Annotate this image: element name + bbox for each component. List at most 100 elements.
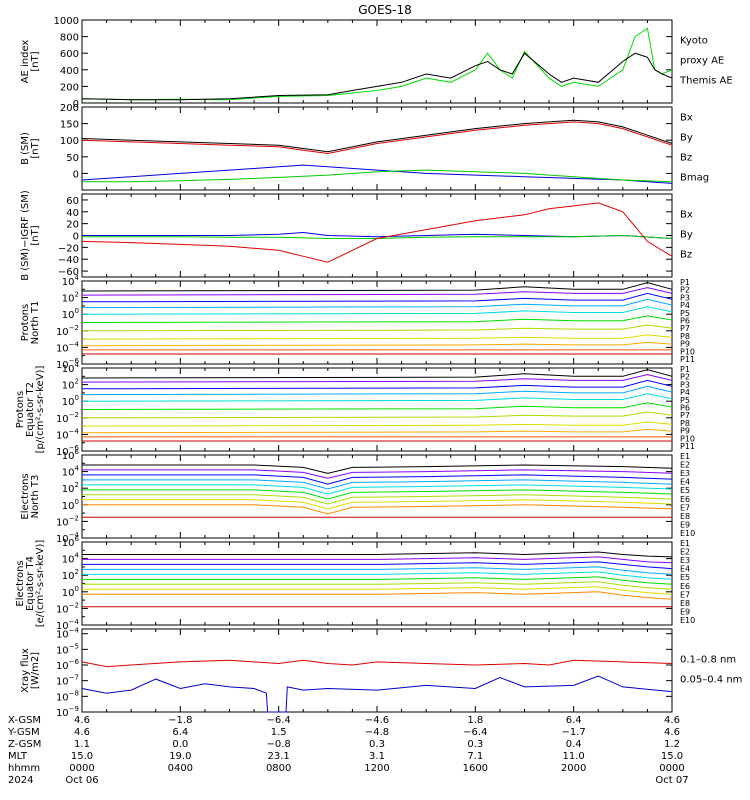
footer-value: 1200 <box>364 763 389 774</box>
y-tick-label: 10−4 <box>56 627 80 641</box>
series-p3 <box>81 379 673 390</box>
series-bz <box>81 121 673 155</box>
y-tick-label: 0 <box>73 169 79 180</box>
legend-entry-e5: E5 <box>680 573 690 582</box>
y-tick-label: 10−4 <box>56 427 80 441</box>
legend-entry-bmag: Bmag <box>680 173 709 184</box>
legend-entry-e3: E3 <box>680 556 690 565</box>
series-e8 <box>82 499 673 510</box>
y-tick-label: 104 <box>62 552 80 566</box>
series-e1 <box>82 464 673 474</box>
series-e3 <box>82 561 673 570</box>
footer-value: 1.2 <box>664 739 680 750</box>
legend-entry-e4: E4 <box>680 478 690 487</box>
panel-frame <box>81 628 673 713</box>
y-axis-label: ElectronsNorth T3 <box>20 473 41 519</box>
series-e7 <box>82 581 673 590</box>
series-e5 <box>82 571 673 580</box>
y-tick-label: 20 <box>66 220 79 231</box>
y-tick-label: −60 <box>58 267 79 278</box>
y-tick-label: −20 <box>58 243 79 254</box>
footer-value: 6.4 <box>566 715 582 726</box>
footer-value: 4.6 <box>74 715 90 726</box>
y-tick-label: 10−2 <box>56 601 79 615</box>
footer-value: 0.3 <box>369 739 385 750</box>
footer-row-label: MLT <box>8 751 28 762</box>
y-tick-label: −40 <box>58 255 79 266</box>
footer-value: Oct 07 <box>655 775 688 786</box>
series-p2 <box>81 374 673 383</box>
series-e4 <box>82 566 673 575</box>
footer-row-label: 2024 <box>8 775 33 786</box>
legend-entry-e9: E9 <box>680 607 690 616</box>
legend-entry-p2: P2 <box>680 373 690 382</box>
series-0-1-0-8-nm <box>81 659 673 668</box>
footer-value: −0.8 <box>267 739 291 750</box>
plot-title: GOES-18 <box>358 3 412 17</box>
series-p8 <box>81 421 673 427</box>
series-e9 <box>82 591 673 600</box>
series-kyoto-proxy-ae <box>81 27 673 101</box>
y-tick-label: 200 <box>60 103 79 114</box>
y-tick-label: 102 <box>62 378 79 392</box>
y-tick-label: 102 <box>62 291 79 305</box>
y-tick-label: 10−5 <box>56 642 79 656</box>
series-p4 <box>81 298 673 309</box>
y-tick-label: 100 <box>62 394 79 408</box>
legend-entry-e8: E8 <box>680 512 690 521</box>
legend-entry-p1: P1 <box>680 365 690 374</box>
legend-entry-p10: P10 <box>680 347 695 356</box>
legend-entry-kyoto: Kyoto <box>680 36 708 47</box>
series-bx <box>81 164 673 184</box>
legend-entry-e1: E1 <box>680 539 690 548</box>
legend-entry-by: By <box>680 230 693 241</box>
legend-entry-e9: E9 <box>680 520 690 529</box>
footer-value: 2000 <box>561 763 586 774</box>
legend-entry-p4: P4 <box>680 388 690 397</box>
y-tick-label: 100 <box>60 136 79 147</box>
footer-value: 3.1 <box>369 751 385 762</box>
series-0-05-0-4-nm <box>81 675 673 713</box>
legend-entry-0-05-0-4-nm: 0.05–0.4 nm <box>680 675 742 686</box>
legend-entry-p4: P4 <box>680 301 690 310</box>
legend-entry-p8: P8 <box>680 419 690 428</box>
legend-entry-e3: E3 <box>680 469 690 478</box>
y-axis-label: Xray flux[W/m2] <box>20 648 41 693</box>
series-p7 <box>81 411 673 419</box>
footer-value: −4.6 <box>365 715 389 726</box>
legend-entry-p9: P9 <box>680 340 690 349</box>
footer-row-label: Y-GSM <box>7 727 40 738</box>
y-tick-label: 10−2 <box>56 514 79 528</box>
y-tick-label: 0 <box>73 232 79 243</box>
y-axis-label: B (SM)[nT] <box>20 132 41 165</box>
panel-2: 0 50 100 150 200 B (SM)[nT] Bx By Bz Bmag <box>20 103 709 191</box>
legend-entry-e4: E4 <box>680 565 690 574</box>
legend-entry-e2: E2 <box>680 461 690 470</box>
series-e6 <box>82 576 673 585</box>
series-e2 <box>82 469 673 479</box>
legend-entry-e2: E2 <box>680 548 690 557</box>
legend-entry-e1: E1 <box>680 452 690 461</box>
legend-entry-p7: P7 <box>680 411 690 420</box>
footer-value: 7.1 <box>467 751 483 762</box>
y-tick-label: 10−2 <box>56 324 79 338</box>
y-tick-label: 50 <box>66 153 79 164</box>
footer-value: −6.4 <box>463 727 487 738</box>
y-tick-label: 100 <box>62 498 79 512</box>
footer-value: −4.8 <box>365 727 389 738</box>
footer-value: 23.1 <box>268 751 290 762</box>
series-p1 <box>81 369 673 379</box>
y-tick-label: 150 <box>60 120 79 131</box>
y-tick-label: 100 <box>62 307 79 321</box>
footer-value: 1.5 <box>271 727 287 738</box>
series-e9 <box>82 504 673 515</box>
footer-value: −1.8 <box>168 715 192 726</box>
y-tick-label: 200 <box>60 82 79 93</box>
y-tick-label: 60 <box>66 196 79 207</box>
